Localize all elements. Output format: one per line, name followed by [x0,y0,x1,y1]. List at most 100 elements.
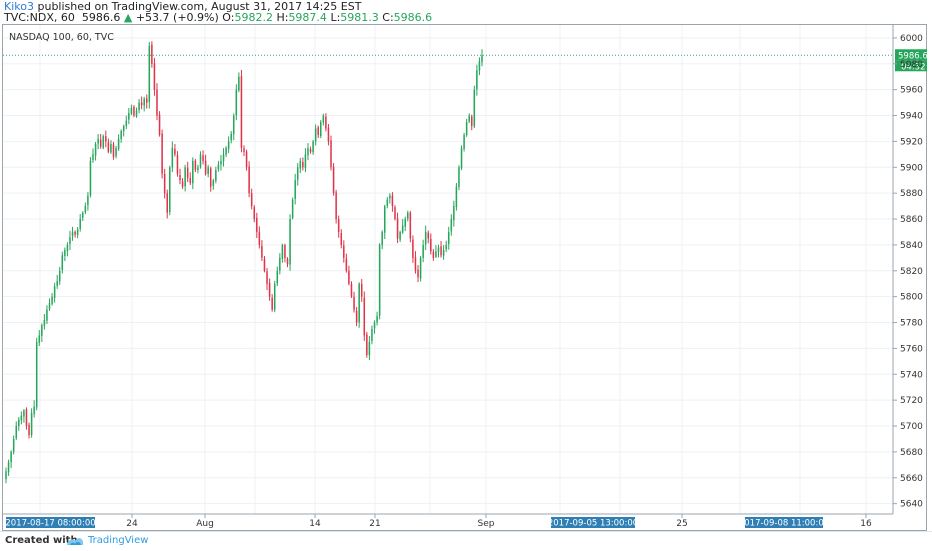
publish-info: Kiko3 published on TradingView.com, Augu… [4,0,361,13]
candle-body [176,155,179,174]
candle-body [130,107,133,114]
candle [110,140,112,154]
candle-body [286,258,289,265]
time-axis[interactable]: 24 Aug 14 21 Sep 25 16 2017-08-17 08:00:00 2017-… [3,513,893,529]
candle-body [179,175,181,181]
candle-body [10,451,12,463]
author-link[interactable]: Kiko3 [4,0,34,13]
candle-body [5,471,7,480]
candle [84,202,87,215]
symbol-label: TVC:NDX, 60 [4,11,75,24]
candle-body [56,281,58,286]
candle-body [468,115,470,122]
candle-body [430,238,432,252]
candle [161,129,163,179]
candle-body [470,116,473,126]
candle [194,158,197,173]
candle [473,85,476,129]
candle-body [89,160,92,196]
candle-body [432,251,435,258]
candle [82,211,84,222]
candle-body [153,63,156,90]
candle [171,141,174,173]
candle-body [217,164,220,170]
open-label: O: [222,11,235,24]
candle-body [345,258,348,271]
candle [419,255,422,282]
candle [481,49,483,67]
candle [153,57,156,96]
candle [320,119,322,139]
y-tick-label: 5700 [900,422,923,432]
candle [69,230,71,251]
candle-body [30,413,33,435]
candle-body [112,144,115,157]
candle [143,96,145,112]
candle-body [222,154,225,162]
candle-body [220,160,222,165]
x-tick-label: 14 [309,519,321,529]
x-highlight-box [6,517,95,528]
candle [74,230,76,238]
candle [389,193,391,204]
chart-frame [2,24,927,531]
candle [248,161,250,198]
x-highlight-label: 2017-08-17 08:00:00 [5,519,95,529]
candle-body [99,139,102,147]
candle-body [158,114,161,135]
candle [148,42,151,109]
candle-body [192,160,194,184]
candle-body [445,244,447,250]
y-tick-label: 5760 [900,344,923,354]
candle [396,212,399,244]
candle [122,124,125,137]
candle [227,136,230,154]
x-highlight-label: 2017-09-08 11:00:00 [739,519,829,529]
candle [38,330,41,346]
candle-body [46,309,48,321]
candle [120,129,122,143]
candle-body [133,106,135,116]
chart-canvas[interactable]: NASDAQ 100, 60, TVC 5986.604:52 56405660… [0,0,932,531]
candle-body [261,245,263,258]
candle [97,134,99,150]
candle [204,154,207,176]
tradingview-brand-link[interactable]: TradingView [88,535,149,546]
candle [355,306,358,327]
candle-body [235,89,238,116]
candle [314,124,317,146]
candle [437,244,440,258]
candle [368,335,371,361]
last-price-label: 5986.6 [898,51,928,61]
x-tick-label: 16 [860,519,872,529]
candle-body [304,154,307,168]
candle [76,226,79,239]
candle-body [473,89,476,127]
candle-body [442,250,445,256]
candle-body [207,167,209,175]
candle-body [330,140,332,168]
candle-body [453,206,455,221]
candle-body [215,169,217,181]
candle [340,229,343,249]
candle [5,467,7,484]
candle [30,408,33,438]
candle [378,243,381,320]
candle [455,182,458,211]
candle [363,291,366,341]
candle-body [66,244,69,252]
candle [235,84,238,121]
candle-body [238,76,240,91]
candle-body [258,232,261,245]
candle-body [48,303,51,309]
candle-body [253,207,256,220]
y-tick-label: 5640 [900,500,923,510]
candle [20,411,23,425]
price-axis[interactable]: 5640 5660 5680 5700 5720 5740 5760 5780 5800 5820… [892,25,923,514]
candle-body [138,102,140,111]
candle [151,41,153,68]
candle [238,72,240,93]
candle-body [327,127,330,142]
candle [440,241,442,258]
candle [435,245,437,259]
